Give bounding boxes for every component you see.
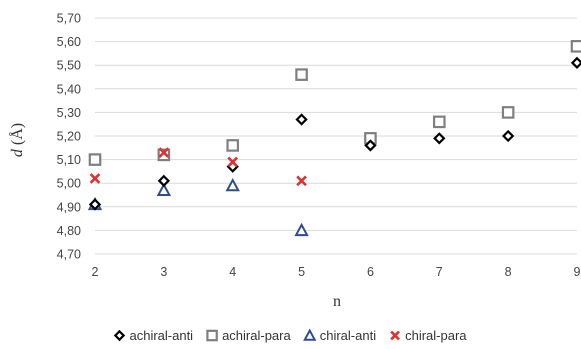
legend-label: achiral-anti <box>129 328 193 343</box>
legend-label: achiral-para <box>222 328 291 343</box>
achiral-para-point <box>295 68 308 81</box>
achiral-para-point <box>88 153 102 166</box>
x-tick-label: 7 <box>436 265 443 279</box>
legend-item-chiral-anti: chiral-anti <box>303 328 376 343</box>
chiral-para-point <box>227 156 239 168</box>
achiral-anti-point <box>364 139 377 152</box>
y-tick-label: 4,70 <box>57 248 81 262</box>
chiral-para-point <box>296 175 307 187</box>
legend-label: chiral-para <box>405 328 467 343</box>
legend-item-achiral-para: achiral-para <box>206 328 291 343</box>
y-tick-label: 5,40 <box>57 82 81 96</box>
legend-item-chiral-para: chiral-para <box>390 328 467 343</box>
y-tick-label: 5,60 <box>57 35 81 49</box>
chiral-anti-point <box>225 177 240 192</box>
y-tick-label: 4,90 <box>57 200 81 214</box>
x-tick-label: 3 <box>160 265 167 279</box>
achiral-para-point <box>501 106 515 119</box>
y-tick-label: 5,30 <box>57 106 81 120</box>
achiral-anti-point <box>88 198 102 211</box>
achiral-anti-point <box>570 56 581 69</box>
y-tick-label: 5,00 <box>57 177 81 191</box>
x-axis-title: n <box>333 293 341 310</box>
y-tick-label: 4,80 <box>57 224 81 238</box>
chiral-anti-point <box>294 222 309 237</box>
achiral-anti-point <box>295 113 308 126</box>
y-tick-label: 5,50 <box>57 59 81 73</box>
achiral-anti-point <box>501 129 515 143</box>
x-tick-label: 4 <box>229 265 236 279</box>
x-tick-label: 5 <box>298 265 305 279</box>
achiral-para-point <box>226 139 240 152</box>
data-points <box>87 40 581 237</box>
legend-marker-square-icon <box>206 329 218 342</box>
x-tick-label: 2 <box>92 265 99 279</box>
achiral-para-point <box>570 40 581 53</box>
chiral-para-point <box>158 147 170 158</box>
legend-marker-triangle-icon <box>303 328 317 341</box>
legend-item-achiral-anti: achiral-anti <box>113 328 193 343</box>
achiral-anti-point <box>157 174 171 187</box>
x-tick-label: 6 <box>367 265 374 279</box>
chiral-anti-point <box>156 182 172 196</box>
achiral-anti-point <box>433 132 446 145</box>
x-tick-label: 8 <box>505 265 512 279</box>
y-tick-label: 5,10 <box>57 153 81 167</box>
y-axis-title: d (Å) <box>8 123 26 157</box>
achiral-para-point <box>157 148 171 162</box>
legend-label: chiral-anti <box>320 328 376 343</box>
y-tick-labels: 4,70 4,80 4,90 5,00 5,10 5,20 5,30 5,40 5,50 5,60… <box>57 12 81 262</box>
x-tick-label: 9 <box>574 265 581 279</box>
legend-marker-x-icon <box>390 330 400 341</box>
chiral-para-point <box>89 173 101 184</box>
achiral-para-point <box>432 115 446 129</box>
y-tick-label: 5,70 <box>57 12 81 26</box>
legend-marker-diamond-icon <box>113 329 126 342</box>
y-axis-title-symbol: d <box>9 148 26 157</box>
y-axis-title-unit: (Å) <box>8 123 26 149</box>
x-tick-labels: 2 3 4 5 6 7 8 9 <box>92 265 581 279</box>
legend: achiral-anti achiral-para chiral-anti chira… <box>113 328 467 343</box>
y-tick-label: 5,20 <box>57 130 81 144</box>
gridlines <box>95 17 577 255</box>
